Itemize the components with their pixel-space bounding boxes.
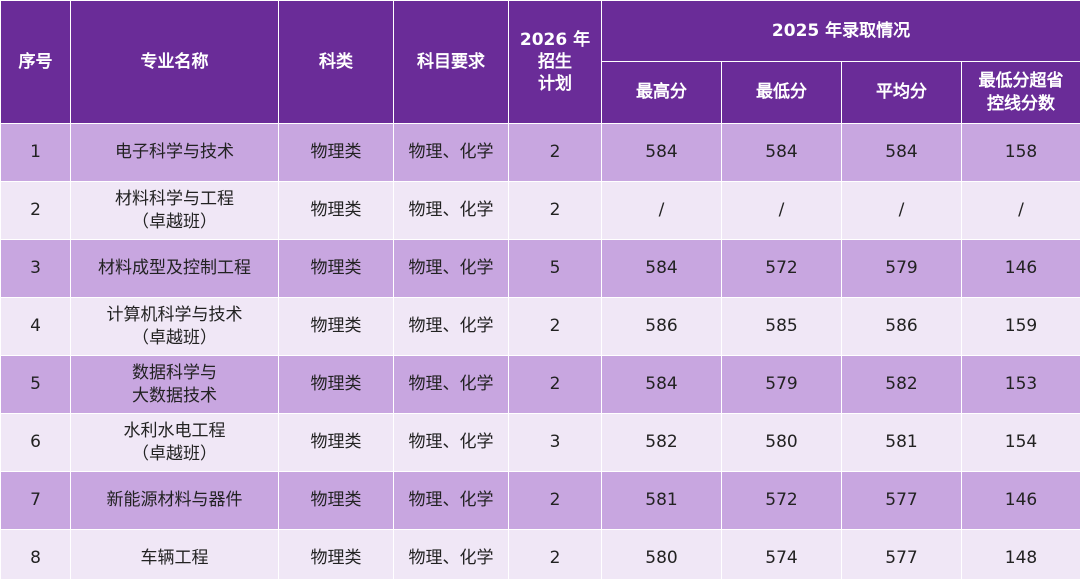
table-cell: 146 xyxy=(960,471,1080,530)
table-cell: 584 xyxy=(601,239,722,298)
column-header: 科类 xyxy=(278,0,394,124)
table-cell: 577 xyxy=(841,471,962,530)
table-row: 6 水利水电工程 （卓越班） 物理类 物理、化学 3 582 580 581 154 xyxy=(0,413,1080,472)
table-cell: 物理类 xyxy=(278,471,394,530)
table-cell: 585 xyxy=(721,297,842,356)
table-cell: 8 xyxy=(0,529,71,579)
table-body: 1 电子科学与技术 物理类 物理、化学 2 584 584 584 158 2 材料科学与工程 （卓… xyxy=(0,123,1080,579)
table-cell: 2 xyxy=(508,355,602,414)
table-cell: 584 xyxy=(721,123,842,182)
column-header: 平均分 xyxy=(841,61,962,124)
table-cell: 车辆工程 xyxy=(70,529,279,579)
table-cell: 580 xyxy=(601,529,722,579)
table-cell: 2 xyxy=(508,471,602,530)
table-cell: 1 xyxy=(0,123,71,182)
column-header: 最低分 xyxy=(721,61,842,124)
table-cell: 材料科学与工程 （卓越班） xyxy=(70,181,279,240)
table-cell: 572 xyxy=(721,239,842,298)
table-row: 3 材料成型及控制工程 物理类 物理、化学 5 584 572 579 146 xyxy=(0,239,1080,298)
table-cell: 158 xyxy=(960,123,1080,182)
table-cell: 148 xyxy=(960,529,1080,579)
table-cell: 物理、化学 xyxy=(393,297,509,356)
table-cell: 物理类 xyxy=(278,123,394,182)
table-cell: 582 xyxy=(841,355,962,414)
table-cell: 数据科学与 大数据技术 xyxy=(70,355,279,414)
table-cell: 物理类 xyxy=(278,239,394,298)
header-row: 最高分 最低分 平均分 最低分超省 控线分数 xyxy=(1,61,1080,124)
table-cell: 物理、化学 xyxy=(393,123,509,182)
table-cell: 2 xyxy=(508,529,602,579)
table-cell: 579 xyxy=(721,355,842,414)
header-row: 序号 专业名称 科类 科目要求 2026 年 招生 计划 2025 年录取情况 xyxy=(0,0,1080,124)
table-cell: 材料成型及控制工程 xyxy=(70,239,279,298)
table-cell: 572 xyxy=(721,471,842,530)
table-cell: 2 xyxy=(508,181,602,240)
table-header: 序号 专业名称 科类 科目要求 2026 年 招生 计划 2025 年录取情况 最高分 最低… xyxy=(0,0,1080,124)
table-cell: 574 xyxy=(721,529,842,579)
table-row: 1 电子科学与技术 物理类 物理、化学 2 584 584 584 158 xyxy=(0,123,1080,182)
table-row: 2 材料科学与工程 （卓越班） 物理类 物理、化学 2// / / xyxy=(0,181,1080,240)
table-cell: 3 xyxy=(508,413,602,472)
table-cell: 580 xyxy=(721,413,842,472)
table-cell: 物理类 xyxy=(278,529,394,579)
group-header: 2025 年录取情况 xyxy=(600,0,1080,62)
table-cell: 6 xyxy=(0,413,71,472)
table-row: 8 车辆工程 物理类 物理、化学 2 580 574 577 148 xyxy=(0,529,1080,579)
table-cell: 159 xyxy=(960,297,1080,356)
column-header: 科目要求 xyxy=(393,0,509,124)
table-cell: 584 xyxy=(601,123,722,182)
table-cell: / xyxy=(721,181,842,240)
table-cell: 5 xyxy=(508,239,602,298)
table-cell: 581 xyxy=(841,413,962,472)
table-cell: 新能源材料与器件 xyxy=(70,471,279,530)
table-cell: 物理、化学 xyxy=(393,355,509,414)
table-cell: 586 xyxy=(841,297,962,356)
table-cell: 水利水电工程 （卓越班） xyxy=(70,413,279,472)
table-cell: 153 xyxy=(960,355,1080,414)
table-cell: 物理类 xyxy=(278,355,394,414)
table-cell: / xyxy=(601,181,722,240)
column-header: 序号 xyxy=(0,0,71,124)
table-cell: 物理、化学 xyxy=(393,529,509,579)
table-cell: 154 xyxy=(960,413,1080,472)
table-cell: 物理、化学 xyxy=(393,181,509,240)
table-cell: 电子科学与技术 xyxy=(70,123,279,182)
table-cell: 581 xyxy=(601,471,722,530)
table-cell: 2 xyxy=(0,181,71,240)
table-cell: 584 xyxy=(601,355,722,414)
column-header: 最高分 xyxy=(601,61,722,124)
table-cell: 577 xyxy=(841,529,962,579)
table-cell: / xyxy=(841,181,962,240)
table-cell: 4 xyxy=(0,297,71,356)
table-cell: 物理类 xyxy=(278,413,394,472)
table-cell: 584 xyxy=(841,123,962,182)
table-cell: 物理、化学 xyxy=(393,413,509,472)
table-cell: 5 xyxy=(0,355,71,414)
table-cell: 146 xyxy=(960,239,1080,298)
column-header: 2026 年 招生 计划 xyxy=(508,0,602,124)
table-cell: / xyxy=(960,181,1080,240)
table-cell: 物理、化学 xyxy=(393,471,509,530)
table-row: 7 新能源材料与器件 物理类 物理、化学 2 581 572 577 146 xyxy=(0,471,1080,530)
table-cell: 2 xyxy=(508,297,602,356)
table-cell: 物理类 xyxy=(278,297,394,356)
table-cell: 582 xyxy=(601,413,722,472)
column-header: 专业名称 xyxy=(70,0,279,124)
table-cell: 586 xyxy=(601,297,722,356)
table-cell: 计算机科学与技术 （卓越班） xyxy=(70,297,279,356)
table-cell: 物理、化学 xyxy=(393,239,509,298)
table-cell: 7 xyxy=(0,471,71,530)
column-header: 最低分超省 控线分数 xyxy=(960,61,1080,124)
table-cell: 物理类 xyxy=(278,181,394,240)
table-row: 4 计算机科学与技术 （卓越班） 物理类 物理、化学 2 586 585 586 159 xyxy=(0,297,1080,356)
table-row: 5 数据科学与 大数据技术 物理类 物理、化学 2 584 579 582 153 xyxy=(0,355,1080,414)
table-cell: 3 xyxy=(0,239,71,298)
table-cell: 579 xyxy=(841,239,962,298)
table-cell: 2 xyxy=(508,123,602,182)
